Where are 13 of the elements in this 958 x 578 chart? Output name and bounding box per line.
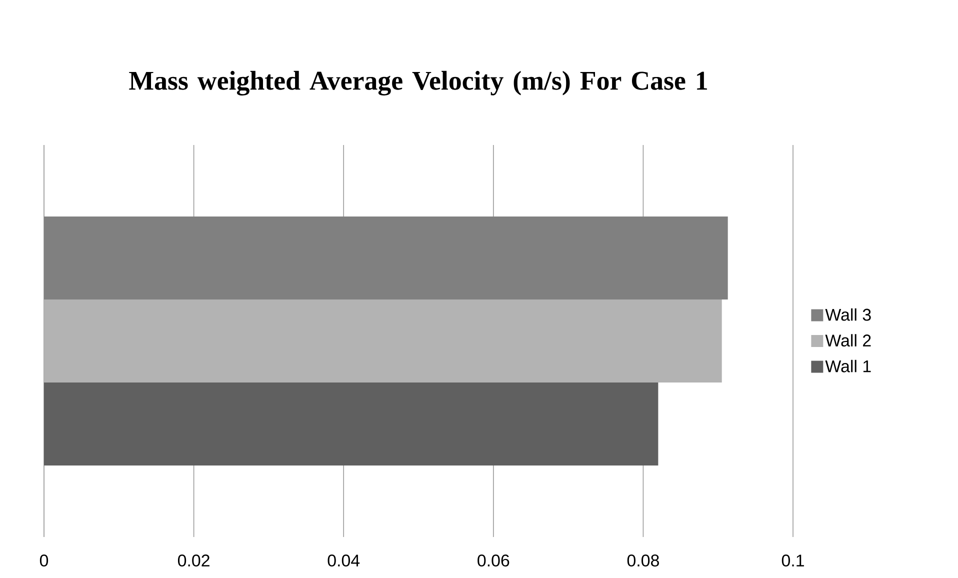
- x-tick-label: 0.04: [328, 554, 360, 567]
- legend-label: Wall 1: [825, 360, 871, 372]
- chart-title: Mass weighted Average Velocity (m/s) For Case 1: [129, 70, 707, 96]
- legend-label: Wall 2: [825, 334, 871, 347]
- legend-label: Wall 3: [825, 308, 871, 321]
- bar: [44, 300, 722, 382]
- x-tick-label: 0.1: [782, 554, 804, 567]
- bar: [44, 382, 658, 466]
- bar: [44, 216, 728, 300]
- x-tick-label: 0.06: [478, 554, 510, 567]
- x-tick-label: 0.08: [627, 554, 659, 567]
- x-tick-label: 0: [40, 554, 48, 567]
- x-tick-label: 0.02: [178, 554, 210, 567]
